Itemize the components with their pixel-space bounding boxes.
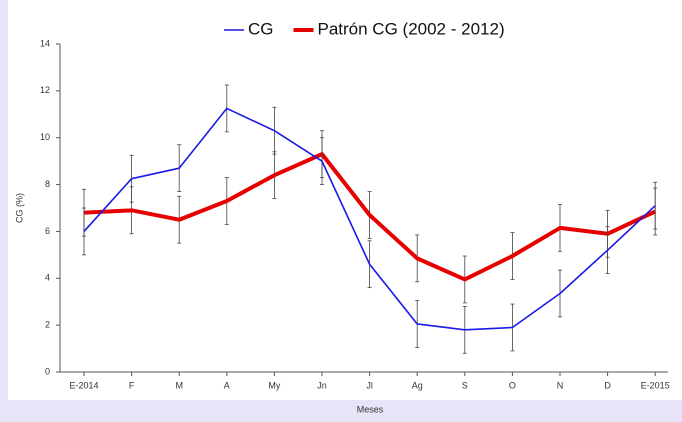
y-tick-label: 0 — [45, 366, 50, 376]
y-tick-label: 2 — [45, 320, 50, 330]
legend-label: CG — [248, 19, 274, 38]
y-tick-label: 6 — [45, 226, 50, 236]
x-tick-label: Jn — [317, 380, 327, 390]
y-tick-label: 12 — [40, 85, 50, 95]
x-tick-label: E-2014 — [69, 380, 98, 390]
x-tick-label: Jl — [366, 380, 373, 390]
legend-label: Patrón CG (2002 - 2012) — [318, 19, 505, 38]
x-axis-label: Meses — [357, 404, 384, 414]
plot-background — [8, 0, 682, 400]
series-line — [83, 107, 656, 331]
x-tick-label: F — [129, 380, 135, 390]
x-tick-label: My — [268, 380, 280, 390]
y-tick-label: 8 — [45, 179, 50, 189]
y-tick-label: 4 — [45, 273, 50, 283]
x-tick-label: Ag — [412, 380, 423, 390]
x-tick-label: E-2015 — [641, 380, 670, 390]
y-tick-label: 10 — [40, 132, 50, 142]
y-tick-label: 14 — [40, 38, 50, 48]
y-axis-label: CG (%) — [14, 193, 24, 223]
series-line — [83, 152, 657, 282]
x-tick-label: D — [604, 380, 611, 390]
x-tick-label: S — [462, 380, 468, 390]
x-tick-label: N — [557, 380, 564, 390]
x-tick-label: O — [509, 380, 516, 390]
x-tick-label: A — [224, 380, 230, 390]
x-tick-label: M — [175, 380, 183, 390]
